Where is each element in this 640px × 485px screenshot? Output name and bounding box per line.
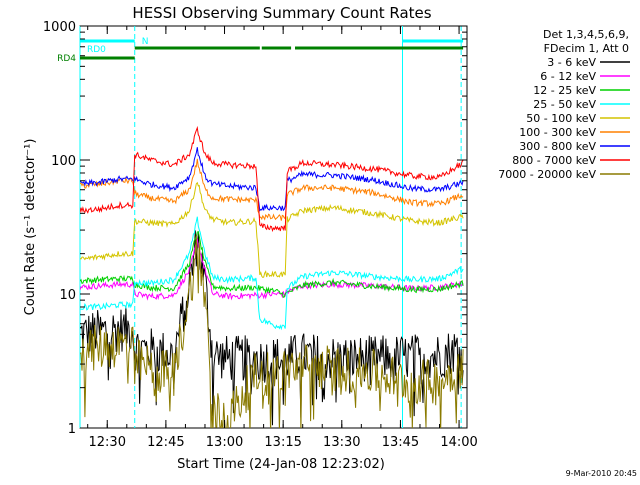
x-axis-label: Start Time (24-Jan-08 12:23:02) xyxy=(177,457,385,472)
legend-entry-label: 100 - 300 keV xyxy=(519,126,596,139)
legend-header: Det 1,3,4,5,6,9, xyxy=(543,28,629,41)
legend-entry-label: 3 - 6 keV xyxy=(547,56,596,69)
chart-title: HESSI Observing Summary Count Rates xyxy=(132,4,431,22)
x-tick-label: 12:45 xyxy=(147,435,184,450)
legend-entry-label: 800 - 7000 keV xyxy=(512,154,596,167)
series-line xyxy=(80,230,464,298)
series-line xyxy=(80,158,464,221)
x-tick-label: 12:30 xyxy=(89,435,126,450)
series-line xyxy=(80,181,464,278)
status-marker-label: N xyxy=(142,37,149,47)
y-tick-label: 1 xyxy=(68,422,76,437)
series-line xyxy=(80,147,464,212)
legend-entry-label: 12 - 25 keV xyxy=(533,84,596,97)
y-tick-label: 1000 xyxy=(43,20,76,35)
series-line xyxy=(80,230,464,426)
status-bar-label: RD4 xyxy=(57,54,76,64)
y-tick-label: 100 xyxy=(51,154,76,169)
y-tick-label: 10 xyxy=(59,288,76,303)
x-tick-label: 13:30 xyxy=(323,435,360,450)
status-bar-label: RD0 xyxy=(87,45,106,55)
series-line xyxy=(80,235,464,428)
x-tick-label: 14:00 xyxy=(440,435,477,450)
generation-timestamp: 9-Mar-2010 20:45 xyxy=(566,469,637,478)
legend-entry-label: 300 - 800 keV xyxy=(519,140,596,153)
x-tick-label: 13:00 xyxy=(206,435,243,450)
x-tick-label: 13:15 xyxy=(264,435,301,450)
x-tick-label: 13:45 xyxy=(382,435,419,450)
y-axis-label: Count Rate (s⁻¹ detector⁻¹) xyxy=(23,139,38,316)
legend-entry-label: 25 - 50 keV xyxy=(533,98,596,111)
legend-header: FDecim 1, Att 0 xyxy=(544,42,629,55)
series-line xyxy=(80,125,464,233)
legend-entry-label: 50 - 100 keV xyxy=(526,112,596,125)
legend-entry-label: 7000 - 20000 keV xyxy=(498,168,596,181)
legend-entry-label: 6 - 12 keV xyxy=(540,70,596,83)
series-line xyxy=(80,216,464,331)
